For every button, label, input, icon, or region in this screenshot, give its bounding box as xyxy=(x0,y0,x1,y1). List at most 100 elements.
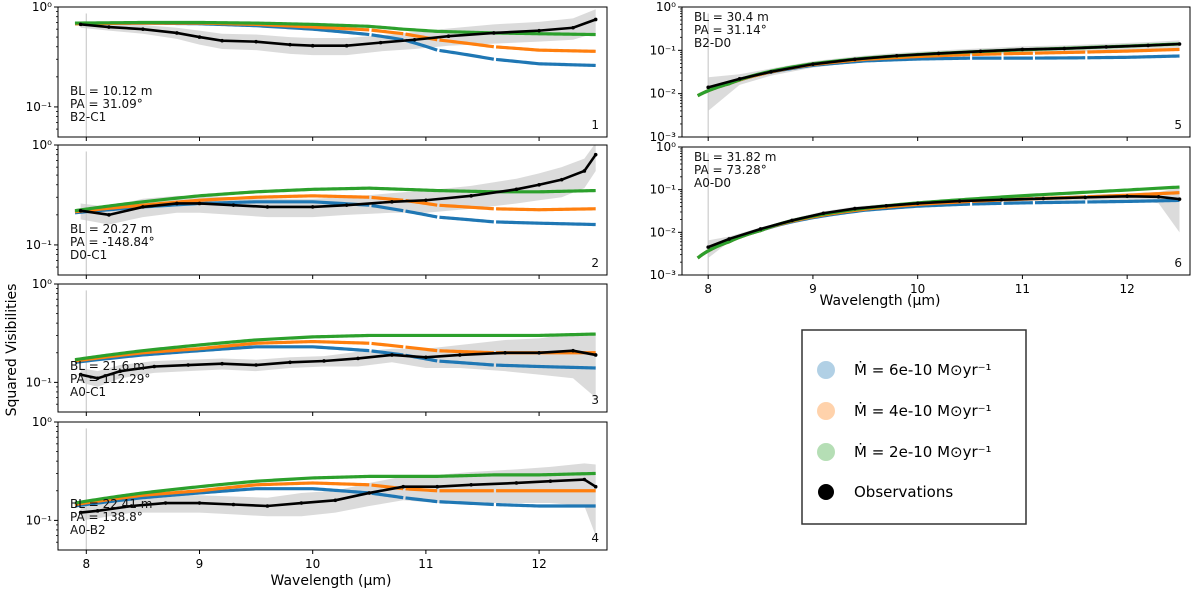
baseline-annotation: PA = 73.28° xyxy=(694,163,767,177)
x-tick-label: 9 xyxy=(809,282,817,296)
y-tick-label: 10⁰ xyxy=(656,140,676,154)
panel-number: 6 xyxy=(1174,256,1182,270)
observation-point xyxy=(412,37,417,42)
legend-label: Ṁ = 4e-10 M⊙yr⁻¹ xyxy=(854,401,992,420)
observation-point xyxy=(163,501,168,505)
chart-panel-2: 10⁰ 10⁻¹ BL = 20.27 mPA = -148.84°D0-C1 2 xyxy=(26,138,608,279)
legend: Ṁ = 6e-10 M⊙yr⁻¹ Ṁ = 4e-10 M⊙yr⁻¹ Ṁ = 2e… xyxy=(801,329,1027,525)
baseline-annotation: BL = 22.41 m xyxy=(70,497,152,511)
observation-point xyxy=(469,482,473,487)
y-tick-label: 10⁰ xyxy=(32,138,52,152)
observation-point xyxy=(593,353,598,357)
model-curve-mdot-6e-10 xyxy=(496,502,596,508)
observation-point xyxy=(152,364,157,369)
model-curve-mdot-6e-10-segment xyxy=(439,215,494,224)
model-curve-mdot-4e-10-segment xyxy=(371,28,404,36)
observation-point xyxy=(254,39,258,44)
observation-point xyxy=(141,205,145,209)
observation-point xyxy=(446,34,451,39)
observation-point xyxy=(197,35,202,39)
observation-point xyxy=(548,479,553,484)
panel-frame xyxy=(57,6,608,138)
baseline-annotation: A0-B2 xyxy=(70,523,106,537)
model-curve-mdot-4e-10-segment xyxy=(371,195,404,202)
model-curve-mdot-4e-10-segment xyxy=(439,203,494,211)
plot-area xyxy=(74,290,598,412)
observation-point xyxy=(129,504,134,508)
observation-point xyxy=(884,203,889,208)
model-curve-mdot-2e-10 xyxy=(74,186,596,213)
chart-panel-4: 10⁰ 10⁻¹ 8 9 10 11 12 BL = 22.41 mPA = 138.8°A0… xyxy=(26,415,608,571)
observation-point xyxy=(503,350,507,355)
x-tick-label: 11 xyxy=(418,557,433,571)
model-curve-mdot-6e-10-segment xyxy=(439,500,494,507)
model-curve-mdot-6e-10-segment xyxy=(371,491,404,500)
baseline-annotation: BL = 31.82 m xyxy=(694,150,776,164)
model-curve-mdot-6e-10 xyxy=(495,57,596,68)
observation-point xyxy=(367,491,372,495)
panel-number: 5 xyxy=(1174,118,1182,132)
observation-point xyxy=(537,28,541,33)
observation-point xyxy=(435,484,440,489)
observation-point xyxy=(957,199,962,203)
observation-point xyxy=(1177,42,1182,46)
observation-point xyxy=(1146,43,1150,48)
baseline-annotation: A0-C1 xyxy=(70,385,106,399)
baseline-annotation: B2-C1 xyxy=(70,110,106,124)
observation-point xyxy=(197,501,202,505)
observation-point xyxy=(999,197,1004,202)
model-curve-mdot-4e-10-segment xyxy=(1003,51,1033,56)
y-tick-label: 10⁻² xyxy=(650,225,677,239)
observation-point xyxy=(378,40,383,45)
observation-point xyxy=(1083,195,1088,200)
observation-point xyxy=(769,69,773,74)
observation-point xyxy=(118,369,123,373)
y-tick-label: 10⁰ xyxy=(32,277,52,291)
observation-error-band xyxy=(80,145,596,225)
y-tick-label: 10⁻¹ xyxy=(26,375,53,389)
observation-point xyxy=(1156,195,1161,199)
panel-number: 4 xyxy=(591,531,599,545)
observation-point xyxy=(78,22,83,27)
plot-area xyxy=(74,428,598,550)
observation-point xyxy=(95,509,100,513)
model-curve-mdot-4e-10-segment xyxy=(371,341,404,349)
observation-point xyxy=(197,201,202,206)
model-curve-mdot-4e-10-segment xyxy=(74,339,370,363)
observation-point xyxy=(1062,46,1067,51)
observation-point xyxy=(582,169,587,173)
observation-point xyxy=(593,152,598,157)
y-tick-label: 10⁻¹ xyxy=(650,43,677,57)
model-curve-mdot-2e-10 xyxy=(74,471,596,505)
observation-point xyxy=(469,194,473,198)
model-curve-mdot-6e-10-segment xyxy=(405,496,438,504)
panel-frame xyxy=(681,146,1191,276)
observation-point xyxy=(186,363,190,367)
observation-point xyxy=(706,245,710,249)
observation-point xyxy=(492,31,496,35)
observation-point xyxy=(915,201,920,206)
observation-point xyxy=(220,361,224,366)
observation-point xyxy=(231,502,236,507)
baseline-annotation: PA = 138.8° xyxy=(70,510,143,524)
baseline-annotation: A0-D0 xyxy=(694,176,731,190)
model-curve-mdot-4e-10 xyxy=(1087,47,1180,54)
model-curve-mdot-6e-10-segment xyxy=(1003,201,1033,205)
observation-point xyxy=(458,353,462,357)
observation-point xyxy=(107,25,111,29)
observation-point xyxy=(737,77,742,81)
x-tick-label: 12 xyxy=(1120,282,1135,296)
panel-number: 2 xyxy=(591,256,599,270)
panel-frame xyxy=(57,421,608,551)
y-tick-label: 10⁻² xyxy=(650,87,677,101)
model-curve-mdot-6e-10 xyxy=(1087,198,1180,204)
plot-area xyxy=(696,153,1182,275)
panel-frame xyxy=(57,144,608,276)
observation-point xyxy=(559,177,564,182)
legend-label: Ṁ = 2e-10 M⊙yr⁻¹ xyxy=(854,442,992,461)
chart-panel-6: 10⁰ 10⁻¹ 10⁻² 10⁻³ 8 9 10 11 12 BL = 31.82 mPA = … xyxy=(650,140,1191,296)
y-tick-label: 10⁰ xyxy=(656,0,676,14)
observation-point xyxy=(727,237,731,241)
observation-point xyxy=(356,356,360,361)
observation-point xyxy=(537,350,541,355)
